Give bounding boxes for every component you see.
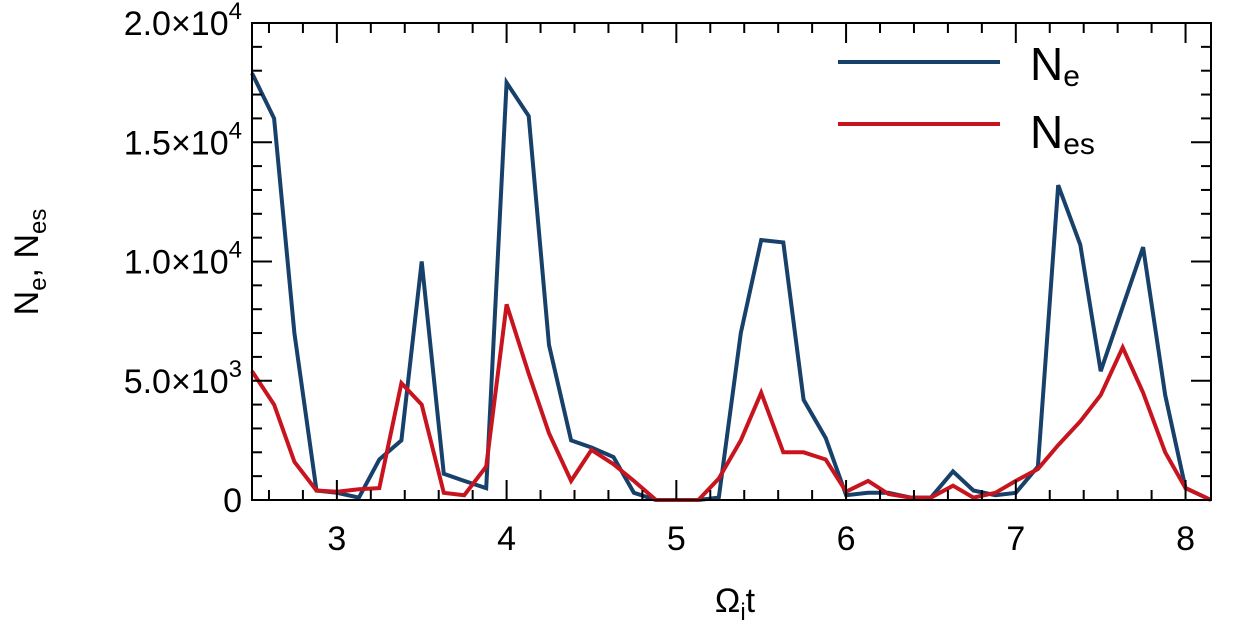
y-tick-label: 1.0×104 [124,237,242,282]
x-tick-label: 4 [497,520,516,558]
x-tick-label: 3 [327,520,346,558]
x-tick-label: 5 [667,520,686,558]
x-axis-title-suffix: t [746,582,756,620]
y-axis-title-main: N [8,291,46,316]
x-tick-label: 8 [1176,520,1195,558]
legend-label-ne-main: N [1030,38,1063,90]
legend-label-nes: Nes [1030,106,1095,161]
x-axis-title-main: Ω [715,582,740,620]
legend-label-nes-sub: es [1063,128,1095,161]
y-axis-title: Ne, Nes [8,209,52,316]
legend: Ne Nes [838,38,1095,161]
legend-label-ne-sub: e [1063,60,1080,93]
y-tick-label: 0 [223,482,242,520]
series-n-e-line [250,72,1212,502]
y-tick-label: 5.0×103 [124,356,242,401]
y-tick-label: 1.5×104 [124,117,242,162]
y-axis-title-sep: , N [8,234,46,277]
y-axis-title-sub2: es [25,209,52,234]
plot-frame [251,22,1212,501]
legend-label-nes-main: N [1030,106,1063,158]
series-n-es-line [250,303,1212,502]
y-tick-label: 2.0×104 [124,0,242,43]
x-axis: 3 4 5 6 7 8 [267,23,1195,558]
x-tick-label: 6 [837,520,856,558]
x-tick-label: 7 [1006,520,1025,558]
x-axis-title: Ωit [715,582,756,626]
y-axis-title-sub1: e [25,277,52,290]
x-axis-title-sub: i [740,599,745,626]
legend-label-ne: Ne [1030,38,1080,93]
series-layer [250,72,1212,502]
y-axis: 0 5.0×103 1.0×104 1.5×104 2.0×104 [124,0,1211,520]
